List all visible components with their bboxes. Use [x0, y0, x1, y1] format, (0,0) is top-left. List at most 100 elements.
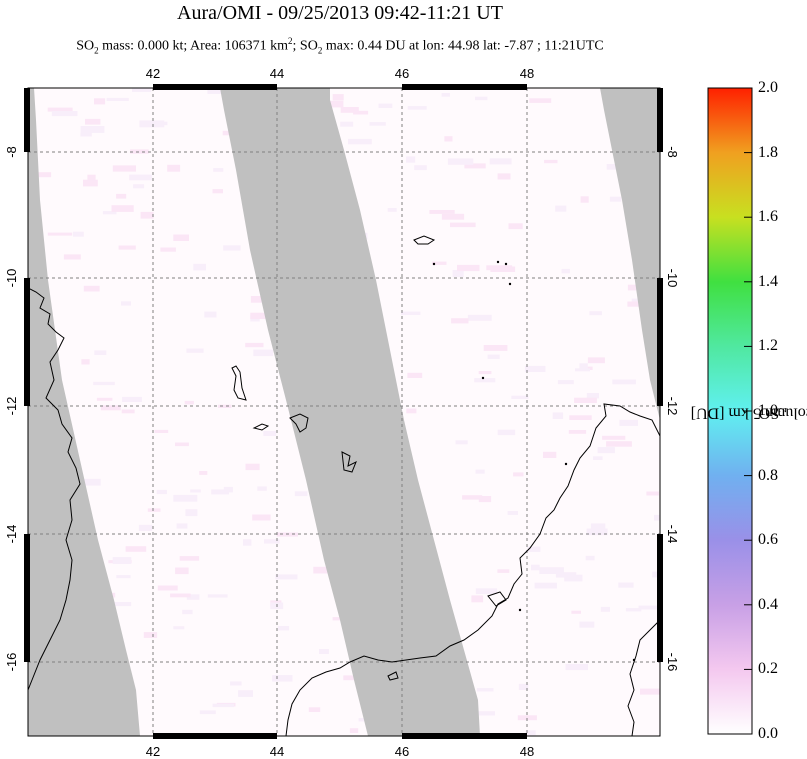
- so2-pixel: [589, 311, 602, 316]
- so2-pixel: [507, 511, 518, 515]
- so2-pixel: [597, 447, 615, 454]
- colorbar-ticks: [744, 87, 752, 735]
- so2-pixel: [263, 431, 277, 436]
- glorioso: [387, 671, 399, 681]
- so2-pixel: [121, 409, 135, 414]
- so2-pixel: [575, 368, 590, 372]
- colorbar-label: 0.0: [758, 725, 778, 742]
- so2-pixel: [51, 111, 78, 117]
- so2-pixel: [132, 88, 152, 92]
- so2-pixel: [429, 210, 455, 214]
- so2-pixel: [193, 263, 206, 271]
- so2-pixel: [218, 404, 232, 408]
- no-data-swath-left: [28, 88, 140, 736]
- so2-pixel: [106, 97, 129, 101]
- so2-pixel: [609, 196, 622, 202]
- so2-pixel: [238, 690, 253, 697]
- so2-pixel: [511, 395, 529, 399]
- so2-pixel: [138, 524, 153, 531]
- so2-pixel: [525, 730, 536, 736]
- so2-pixel: [81, 359, 90, 365]
- lon-tick-bottom: 46: [395, 744, 409, 759]
- so2-pixel: [478, 371, 492, 375]
- small-islands: [432, 260, 636, 662]
- so2-pixel: [272, 675, 293, 682]
- map-title: Aura/OMI - 09/25/2013 09:42-11:21 UT: [177, 2, 503, 24]
- so2-pixel: [497, 429, 516, 436]
- so2-pixel: [569, 415, 592, 420]
- so2-pixel: [245, 463, 260, 471]
- so2-pixel: [257, 486, 267, 491]
- so2-pixel: [245, 342, 264, 348]
- so2-pixel: [185, 509, 198, 517]
- so2-pixel: [486, 265, 513, 271]
- so2-pixel: [133, 184, 145, 189]
- so2-pixel: [483, 345, 508, 351]
- so2-pixel: [116, 575, 131, 579]
- so2-pixel: [111, 205, 134, 212]
- so2-pixel: [47, 232, 73, 236]
- colorbar-label: 1.8: [758, 144, 778, 161]
- so2-pixel: [555, 572, 577, 578]
- lat-tick-right: -10: [665, 269, 680, 288]
- so2-pixel: [444, 136, 453, 142]
- aldabra: [413, 235, 436, 245]
- so2-pixel: [452, 270, 464, 277]
- so2-pixel: [340, 107, 359, 113]
- colorbar-label: 2.0: [758, 79, 778, 96]
- so2-pixel: [179, 556, 200, 561]
- lat-tick-left: -16: [4, 653, 19, 672]
- so2-pixel: [199, 710, 216, 715]
- so2-pixel: [223, 245, 241, 251]
- madagascar-west: [627, 619, 660, 736]
- so2-pixel: [544, 159, 558, 164]
- so2-pixel: [349, 728, 359, 733]
- lat-tick-right: -16: [665, 653, 680, 672]
- lon-tick-bottom: 44: [270, 744, 284, 759]
- so2-pixel: [143, 632, 158, 638]
- so2-pixel: [543, 451, 557, 458]
- so2-pixel: [406, 156, 416, 163]
- so2-pixel: [593, 456, 603, 460]
- so2-pixel: [508, 223, 523, 230]
- colorbar-label: 0.4: [758, 596, 778, 613]
- so2-pixel: [212, 703, 235, 708]
- so2-pixel: [450, 222, 476, 228]
- so2-pixel: [478, 496, 492, 503]
- so2-pixel: [451, 318, 469, 324]
- lon-tick-top: 46: [395, 66, 409, 81]
- so2-pixel: [587, 357, 605, 364]
- so2-pixel: [517, 715, 537, 721]
- so2-pixel: [213, 168, 224, 172]
- graticule: [28, 88, 660, 736]
- so2-pixel: [156, 489, 167, 495]
- so2-pixel: [332, 94, 344, 101]
- so2-pixel: [112, 165, 136, 172]
- so2-pixel: [207, 88, 224, 94]
- so2-pixel: [80, 126, 105, 133]
- lat-tick-left: -12: [4, 397, 19, 416]
- so2-pixel: [320, 100, 344, 108]
- lat-tick-right: -8: [665, 146, 680, 158]
- so2-pixel: [212, 189, 223, 194]
- so2-pixel: [487, 354, 500, 359]
- so2-pixel: [474, 378, 496, 383]
- so2-pixel: [167, 164, 181, 172]
- lat-tick-left: -14: [4, 525, 19, 544]
- so2-pixel: [618, 582, 634, 588]
- so2-pixel: [125, 546, 147, 552]
- so2-pixel: [625, 608, 642, 612]
- so2-pixel: [122, 396, 142, 402]
- so2-pixel: [586, 393, 599, 399]
- lon-tick-top: 44: [270, 66, 284, 81]
- so2-pixel: [565, 664, 588, 671]
- so2-pixel: [518, 683, 529, 690]
- so2-pixel: [294, 491, 308, 497]
- so2-pixel: [253, 349, 274, 357]
- so2-pixel: [147, 508, 161, 512]
- so2-pixel: [250, 296, 262, 303]
- so2-pixel: [85, 118, 101, 125]
- so2-pixel: [497, 569, 510, 573]
- so2-pixel: [387, 208, 397, 212]
- colorbar-label: 1.0: [758, 402, 778, 419]
